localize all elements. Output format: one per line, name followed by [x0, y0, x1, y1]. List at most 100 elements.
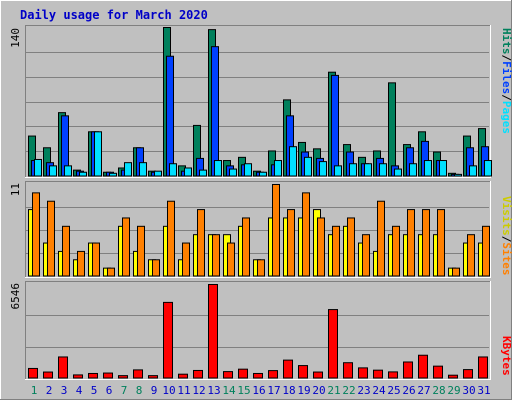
bar-pages-day-23: [364, 163, 372, 177]
bar-kbytes-day-21: [328, 309, 338, 379]
day-label-31: 31: [477, 384, 490, 397]
day-label-25: 25: [387, 384, 400, 397]
bar-pages-day-15: [244, 163, 252, 177]
bar-pages-day-29: [454, 173, 462, 177]
bar-pages-day-31: [484, 160, 492, 177]
y-max-label-visits: 11: [9, 183, 22, 196]
y-max-label-kbytes: 6546: [9, 283, 22, 310]
bar-sites-day-15: [242, 217, 250, 277]
bar-files-day-21: [331, 74, 339, 177]
chart-title: Daily usage for March 2020: [20, 8, 208, 22]
legend-label-visits: Visits: [500, 196, 512, 236]
bar-pages-day-5: [94, 131, 102, 177]
day-label-20: 20: [312, 384, 325, 397]
bar-kbytes-day-13: [208, 284, 218, 379]
day-label-8: 8: [136, 384, 143, 397]
bar-kbytes-day-10: [163, 301, 173, 379]
legend-hits-panel: Hits/Files/Pages: [500, 28, 512, 134]
bar-sites-day-20: [317, 217, 325, 277]
day-label-27: 27: [417, 384, 430, 397]
day-label-15: 15: [237, 384, 250, 397]
bar-kbytes-day-9: [148, 375, 158, 379]
bar-pages-day-12: [199, 169, 207, 177]
day-label-3: 3: [61, 384, 68, 397]
legend-label-kbytes: KBytes: [500, 336, 512, 376]
bar-sites-day-13: [212, 234, 220, 277]
bar-sites-day-6: [107, 267, 115, 277]
bar-pages-day-30: [469, 165, 477, 177]
bar-sites-day-18: [287, 209, 295, 277]
day-label-12: 12: [192, 384, 205, 397]
bar-pages-day-8: [139, 162, 147, 177]
bar-kbytes-day-1: [28, 367, 38, 379]
bar-kbytes-day-20: [313, 371, 323, 379]
bar-kbytes-day-27: [418, 354, 428, 379]
legend-separator: /: [500, 55, 512, 62]
legend-separator: /: [500, 94, 512, 101]
bar-sites-day-12: [197, 209, 205, 277]
bar-pages-day-9: [154, 170, 162, 177]
bar-sites-day-4: [77, 250, 85, 277]
day-label-1: 1: [31, 384, 38, 397]
bar-pages-day-10: [169, 163, 177, 177]
bar-sites-day-28: [437, 209, 445, 277]
bar-sites-day-24: [377, 200, 385, 277]
bar-kbytes-day-12: [193, 369, 203, 379]
day-label-11: 11: [177, 384, 190, 397]
day-label-10: 10: [162, 384, 175, 397]
bar-pages-day-16: [259, 171, 267, 177]
bar-sites-day-29: [452, 267, 460, 277]
legend-label-hits: Hits: [500, 28, 512, 55]
bar-sites-day-3: [62, 225, 70, 277]
bar-kbytes-day-15: [238, 368, 248, 379]
bar-sites-day-22: [347, 217, 355, 277]
bar-sites-day-26: [407, 209, 415, 277]
day-label-6: 6: [106, 384, 113, 397]
bar-pages-day-7: [124, 162, 132, 177]
legend-label-files: Files: [500, 61, 512, 94]
bar-kbytes-day-19: [298, 365, 308, 379]
bar-kbytes-day-5: [88, 372, 98, 379]
legend-separator: /: [500, 236, 512, 243]
day-label-7: 7: [121, 384, 128, 397]
day-label-23: 23: [357, 384, 370, 397]
day-label-21: 21: [327, 384, 340, 397]
bar-kbytes-day-7: [118, 375, 128, 379]
day-label-2: 2: [46, 384, 53, 397]
day-label-30: 30: [462, 384, 475, 397]
bar-kbytes-day-25: [388, 371, 398, 379]
bar-kbytes-day-17: [268, 370, 278, 379]
bar-sites-day-31: [482, 225, 490, 277]
day-label-4: 4: [76, 384, 83, 397]
bar-pages-day-11: [184, 167, 192, 177]
day-label-19: 19: [297, 384, 310, 397]
legend-visits-panel: Visits/Sites: [500, 196, 512, 276]
bar-kbytes-day-11: [178, 373, 188, 379]
bar-sites-day-16: [257, 259, 265, 277]
bar-kbytes-day-26: [403, 361, 413, 379]
bar-sites-day-2: [47, 200, 55, 277]
bar-pages-day-3: [64, 165, 72, 177]
bar-sites-day-19: [302, 192, 310, 277]
bar-sites-day-30: [467, 234, 475, 277]
day-label-17: 17: [267, 384, 280, 397]
legend-label-pages: Pages: [500, 101, 512, 134]
bar-sites-day-1: [32, 192, 40, 277]
bar-kbytes-day-14: [223, 371, 233, 379]
bar-kbytes-day-6: [103, 372, 113, 379]
bar-sites-day-8: [137, 225, 145, 277]
bar-pages-day-28: [439, 160, 447, 177]
bar-kbytes-day-28: [433, 365, 443, 379]
bar-sites-day-11: [182, 242, 190, 277]
bar-sites-day-25: [392, 225, 400, 277]
bar-pages-day-27: [424, 160, 432, 177]
bar-hits-day-25: [388, 82, 396, 177]
bar-pages-day-13: [214, 160, 222, 177]
bar-pages-day-24: [379, 163, 387, 177]
bar-kbytes-day-16: [253, 372, 263, 379]
bar-kbytes-day-2: [43, 371, 53, 379]
day-label-22: 22: [342, 384, 355, 397]
day-label-18: 18: [282, 384, 295, 397]
bar-pages-day-21: [334, 165, 342, 177]
